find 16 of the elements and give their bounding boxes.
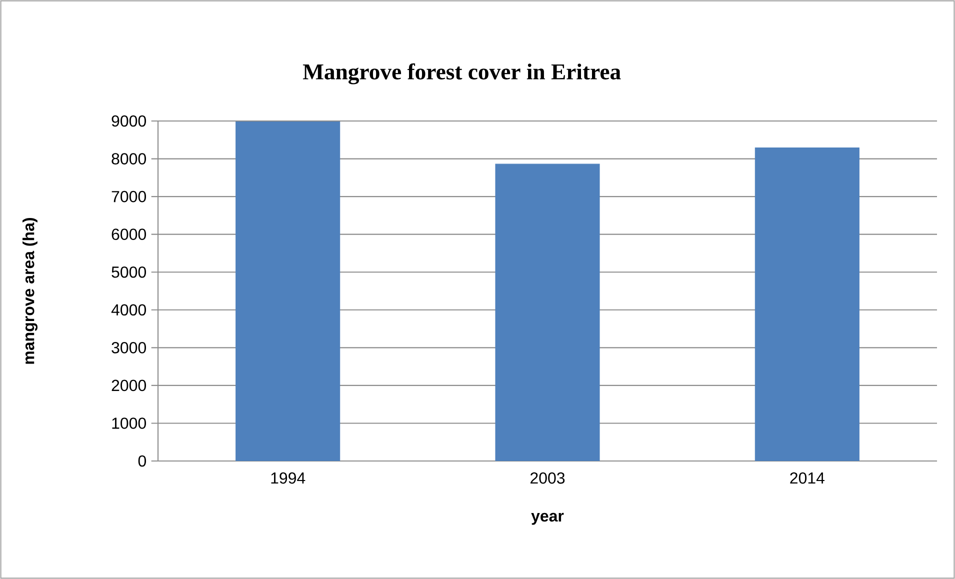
y-tick-label: 9000 bbox=[112, 115, 146, 127]
x-axis-title: year bbox=[531, 512, 564, 525]
y-tick-label: 2000 bbox=[112, 380, 146, 392]
y-tick-label: 5000 bbox=[112, 266, 146, 278]
y-tick-label: 8000 bbox=[112, 153, 146, 164]
x-tick-label: 2003 bbox=[530, 472, 565, 484]
y-tick-label: 0 bbox=[138, 455, 146, 467]
y-tick-label: 4000 bbox=[111, 304, 146, 316]
y-axis-title: mangrove area (ha) bbox=[22, 218, 38, 364]
x-tick-label: 1994 bbox=[271, 472, 306, 484]
y-tick-label: 3000 bbox=[112, 342, 146, 354]
chart-title: Mangrove forest cover in Eritrea bbox=[302, 63, 621, 84]
x-tick-label: 2014 bbox=[790, 472, 824, 484]
y-tick-label: 6000 bbox=[112, 228, 146, 240]
y-tick-label: 7000 bbox=[112, 190, 146, 202]
y-tick-label: 1000 bbox=[112, 418, 146, 429]
